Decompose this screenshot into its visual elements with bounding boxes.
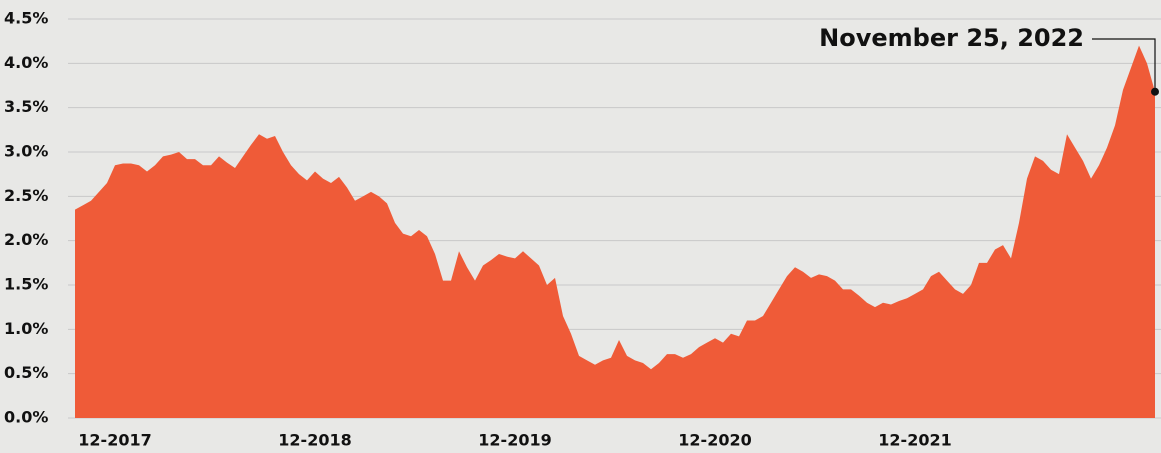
y-tick-label: 1.5% (4, 275, 48, 294)
x-tick-label: 12-2019 (478, 431, 551, 450)
y-tick-label: 2.0% (4, 230, 48, 249)
y-tick-label: 4.5% (4, 9, 48, 28)
x-tick-label: 12-2018 (278, 431, 351, 450)
y-tick-label: 3.0% (4, 142, 48, 161)
annotation: November 25, 2022 (819, 24, 1084, 52)
x-tick-label: 12-2017 (78, 431, 151, 450)
plot (75, 38, 1159, 418)
y-tick-label: 4.0% (4, 53, 48, 72)
x-tick-label: 12-2021 (878, 431, 951, 450)
x-tick-label: 12-2020 (678, 431, 751, 450)
annotation-line (1092, 38, 1156, 92)
y-tick-label: 0.5% (4, 363, 48, 382)
y-tick-label: 2.5% (4, 186, 48, 205)
y-tick-label: 0.0% (4, 408, 48, 427)
labels: 0.0% 0.5% 1.0% 1.5% 2.0% 2.5% 3.0% 3.5% 4.0% 4.5%… (4, 9, 1084, 450)
annotation-dot (1151, 87, 1159, 96)
y-tick-label: 3.5% (4, 97, 48, 116)
area (75, 45, 1155, 418)
y-tick-label: 1.0% (4, 319, 48, 338)
